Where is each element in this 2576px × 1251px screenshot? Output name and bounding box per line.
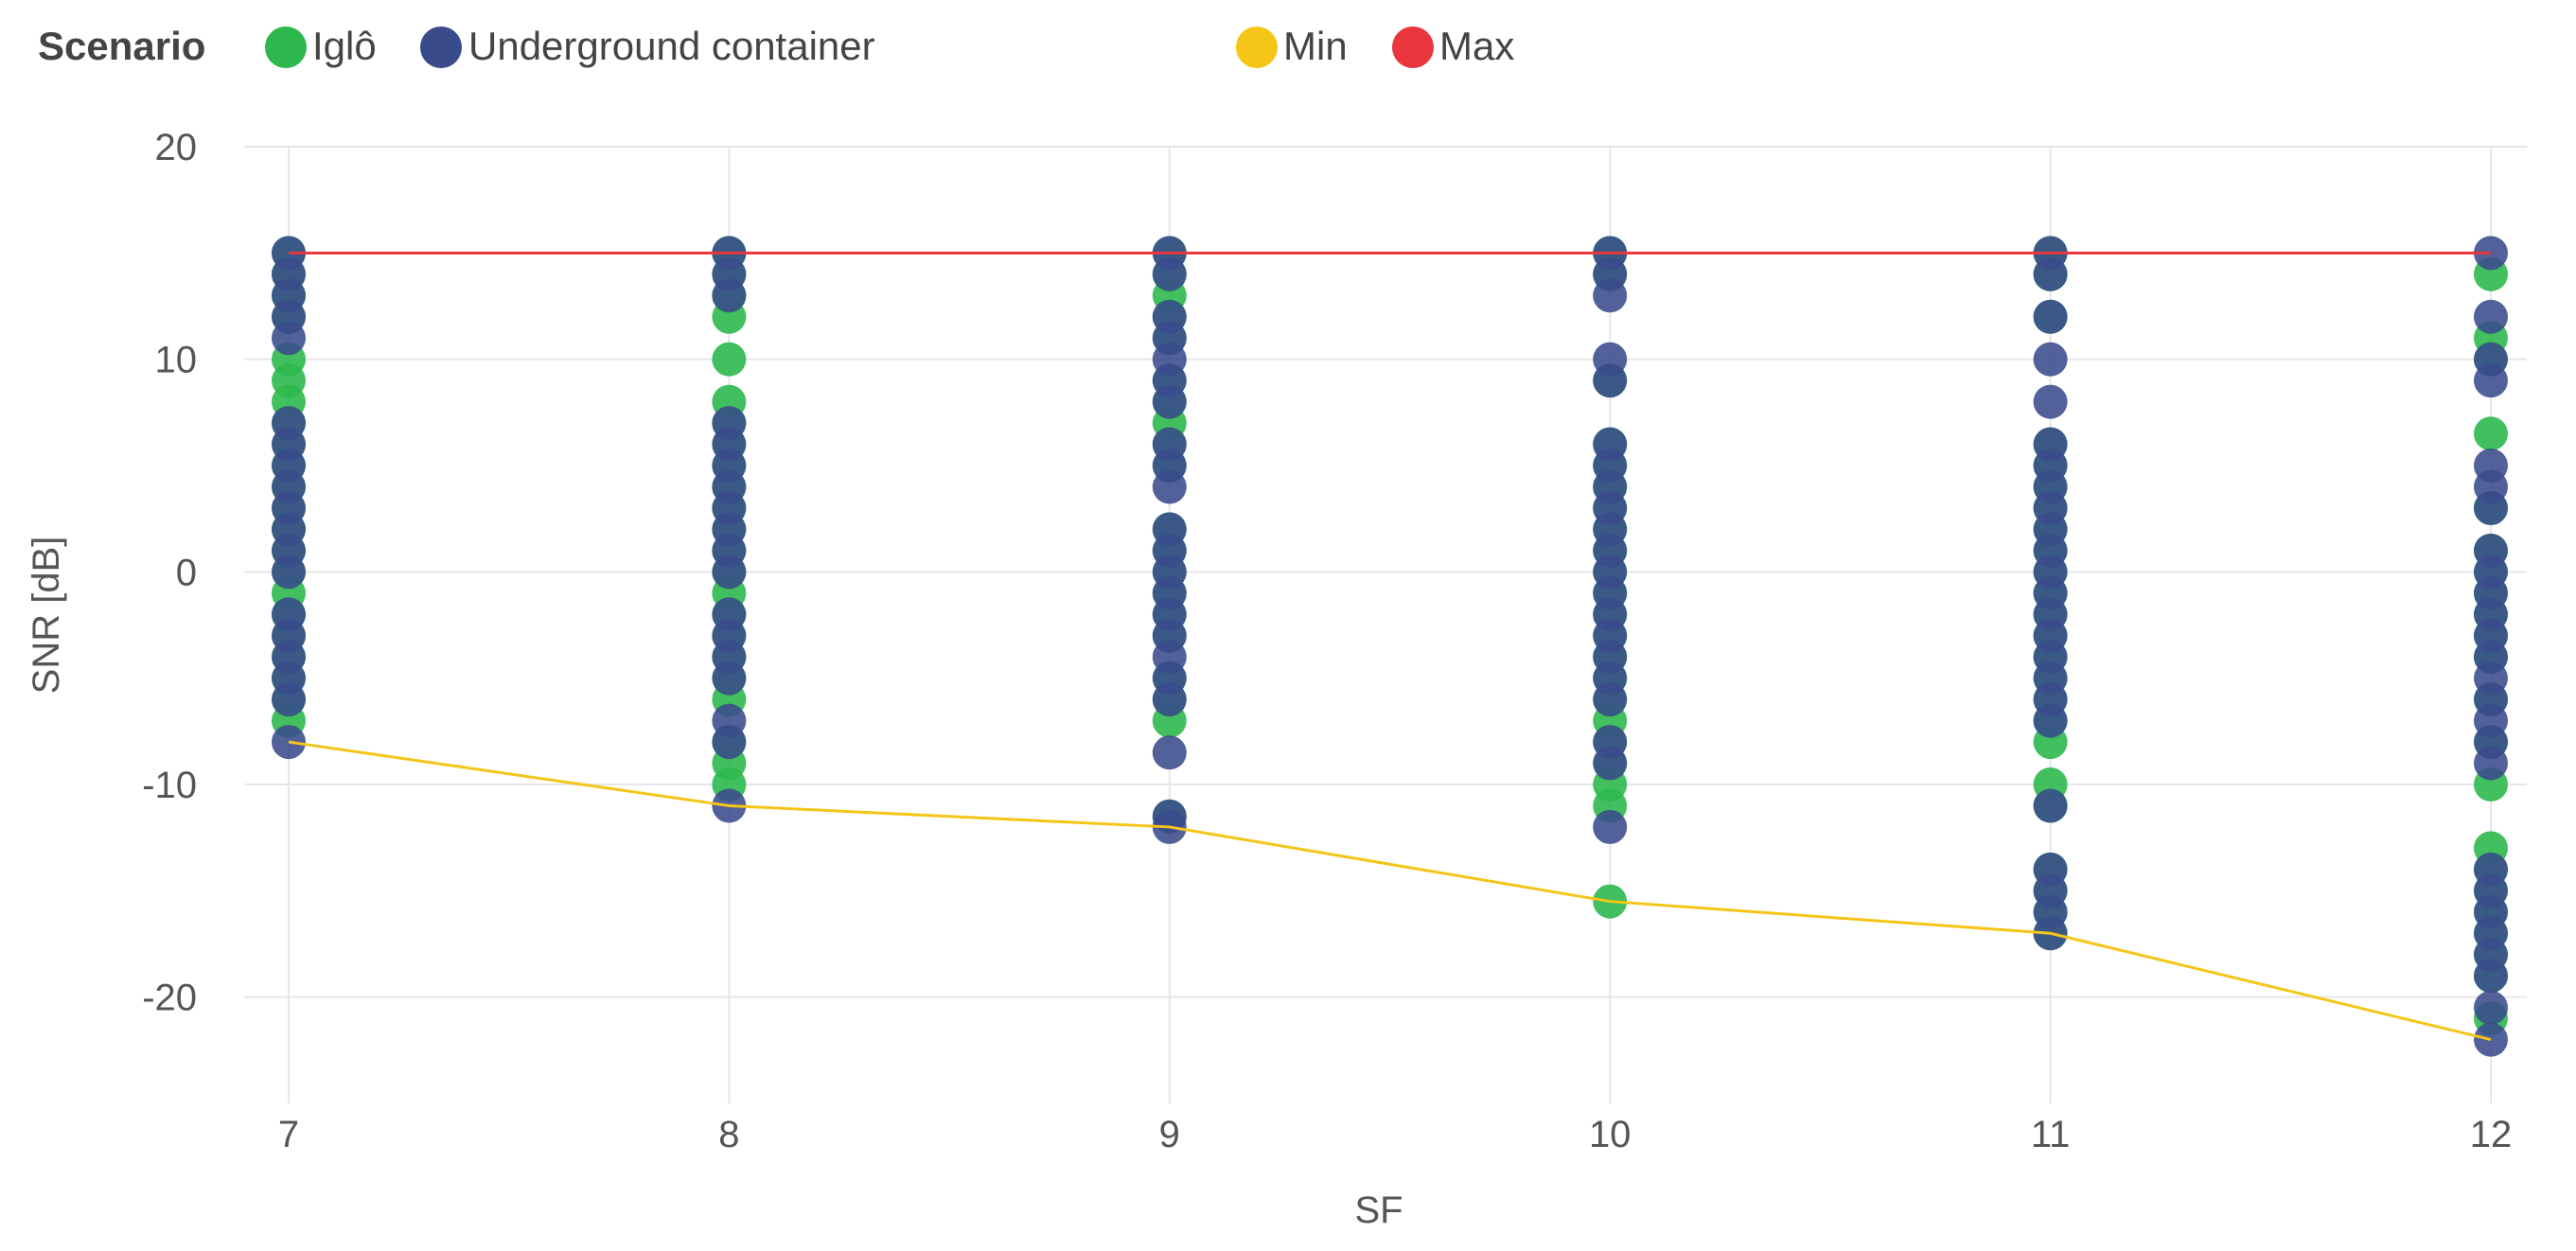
legend: Scenario Iglô Underground container Min … (38, 24, 1514, 68)
series-igl- (272, 236, 2508, 1036)
scatter-point (2033, 788, 2068, 823)
scatter-point (1593, 682, 1628, 717)
scatter-point (2474, 363, 2508, 398)
scatter-point (712, 725, 747, 760)
scatter-point (2474, 959, 2508, 994)
scatter-point (712, 555, 747, 590)
y-tick-label: 10 (155, 340, 198, 381)
legend-marker-underground-container (420, 26, 462, 68)
series-underground-container (272, 236, 2508, 1057)
x-tick-label: 10 (1589, 1114, 1632, 1155)
scatter-point (2033, 703, 2068, 738)
scatter-point (2033, 256, 2068, 291)
y-tick-label: 0 (176, 552, 197, 593)
scatter-point (712, 342, 747, 377)
legend-label-iglo[interactable]: Iglô (312, 24, 377, 68)
series-line-min (288, 740, 2492, 1042)
y-tick-label: -20 (142, 978, 197, 1019)
scatter-point (2474, 299, 2508, 334)
y-axis-title: SNR [dB] (26, 537, 67, 695)
scatter-point (2474, 416, 2508, 451)
gridlines (244, 146, 2527, 1103)
scatter-point (1593, 746, 1628, 781)
legend-title: Scenario (38, 24, 205, 68)
scatter-point (2474, 746, 2508, 781)
y-axis-ticks: 20 10 0 -10 -20 (142, 127, 197, 1019)
x-axis-ticks: 7 8 9 10 11 12 (278, 1114, 2512, 1155)
legend-label-underground-container[interactable]: Underground container (468, 24, 875, 68)
legend-marker-max (1392, 26, 1434, 68)
scatter-point (1152, 469, 1187, 504)
scatter-point (712, 278, 747, 313)
x-tick-label: 9 (1159, 1114, 1180, 1155)
scatter-point (712, 661, 747, 696)
legend-marker-min (1236, 26, 1278, 68)
scatter-point (1152, 735, 1187, 770)
scatter-point (2033, 299, 2068, 334)
plot-area (272, 236, 2508, 1057)
scatter-point (1593, 278, 1628, 313)
scatter-point (1152, 384, 1187, 419)
y-tick-label: -10 (142, 765, 197, 806)
scatter-point (1593, 809, 1628, 844)
x-tick-label: 11 (2031, 1114, 2071, 1155)
x-tick-label: 12 (2470, 1114, 2513, 1155)
scatter-point (1152, 256, 1187, 291)
scatter-point (2474, 490, 2508, 525)
scatter-point (272, 555, 306, 590)
scatter-point (1152, 682, 1187, 717)
scatter-point (272, 321, 306, 356)
scatter-point (2033, 342, 2068, 377)
x-tick-label: 7 (278, 1114, 299, 1155)
legend-label-min[interactable]: Min (1283, 24, 1348, 68)
scatter-point (1593, 363, 1628, 398)
y-tick-label: 20 (155, 127, 198, 168)
x-tick-label: 8 (718, 1114, 739, 1155)
scatter-point (2033, 384, 2068, 419)
scatter-point (2474, 990, 2508, 1025)
legend-label-max[interactable]: Max (1439, 24, 1514, 68)
x-axis-title: SF (1354, 1189, 1403, 1231)
scatter-point (272, 682, 306, 717)
legend-marker-iglo (265, 26, 307, 68)
